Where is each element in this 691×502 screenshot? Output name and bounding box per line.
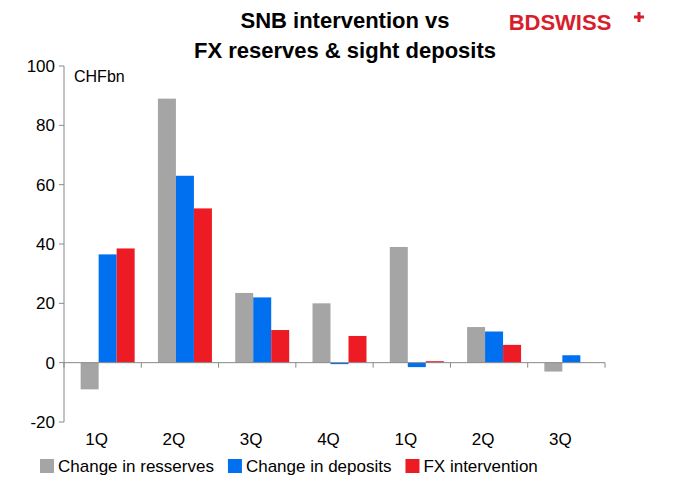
y-tick-label: 40 (36, 235, 55, 254)
legend-swatch (405, 459, 419, 473)
y-tick-label: 100 (27, 57, 55, 76)
logo: BDSWISS (509, 10, 612, 35)
bar (503, 345, 521, 363)
y-tick-label: 60 (36, 176, 55, 195)
chart: SNB intervention vs FX reserves & sight d… (0, 0, 691, 502)
background (0, 0, 691, 502)
x-tick (64, 363, 65, 368)
bar (99, 254, 117, 362)
legend-swatch (228, 459, 242, 473)
x-tick (141, 363, 142, 368)
x-tick-label: 2Q (163, 430, 186, 449)
bars (81, 99, 581, 390)
bar (349, 336, 367, 363)
x-tick-label: 2Q (472, 430, 495, 449)
x-tick (295, 363, 296, 368)
bar (313, 303, 331, 362)
y-tick-label: 20 (36, 294, 55, 313)
legend-label: Change in deposits (246, 457, 392, 476)
bar (408, 363, 426, 367)
legend-label: FX intervention (423, 457, 537, 476)
bar (176, 176, 194, 363)
bar (81, 363, 99, 390)
x-tick-label: 1Q (85, 430, 108, 449)
bar (467, 327, 485, 363)
title: SNB intervention vs (240, 8, 449, 33)
bar (544, 363, 562, 372)
x-tick-label: 3Q (240, 430, 263, 449)
y-tick-label: -20 (30, 413, 55, 432)
title: FX reserves & sight deposits (194, 38, 496, 63)
y-axis-label: CHFbn (74, 68, 125, 85)
y-tick-label: 80 (36, 116, 55, 135)
bar (485, 332, 503, 363)
bar (271, 330, 289, 363)
bar (235, 293, 253, 363)
y-tick (59, 303, 64, 304)
legend-label: Change in resserves (58, 457, 214, 476)
bar (194, 208, 212, 362)
bar (562, 355, 580, 362)
y-tick (59, 125, 64, 126)
x-tick (605, 363, 606, 368)
logo-plus (634, 12, 644, 22)
x-tick (218, 363, 219, 368)
y-tick (59, 422, 64, 423)
bar (158, 99, 176, 363)
y-tick (59, 66, 64, 67)
bar (390, 247, 408, 363)
y-tick-label: 0 (46, 354, 55, 373)
legend-swatch (40, 459, 54, 473)
bar (253, 297, 271, 362)
x-tick (373, 363, 374, 368)
x-tick-label: 1Q (394, 430, 417, 449)
x-tick (450, 363, 451, 368)
x-tick-label: 4Q (317, 430, 340, 449)
y-tick (59, 184, 64, 185)
x-tick-label: 3Q (549, 430, 572, 449)
x-axis-line (64, 362, 605, 363)
bar (117, 248, 135, 362)
y-tick (59, 244, 64, 245)
x-tick (527, 363, 528, 368)
y-tick (59, 362, 64, 363)
